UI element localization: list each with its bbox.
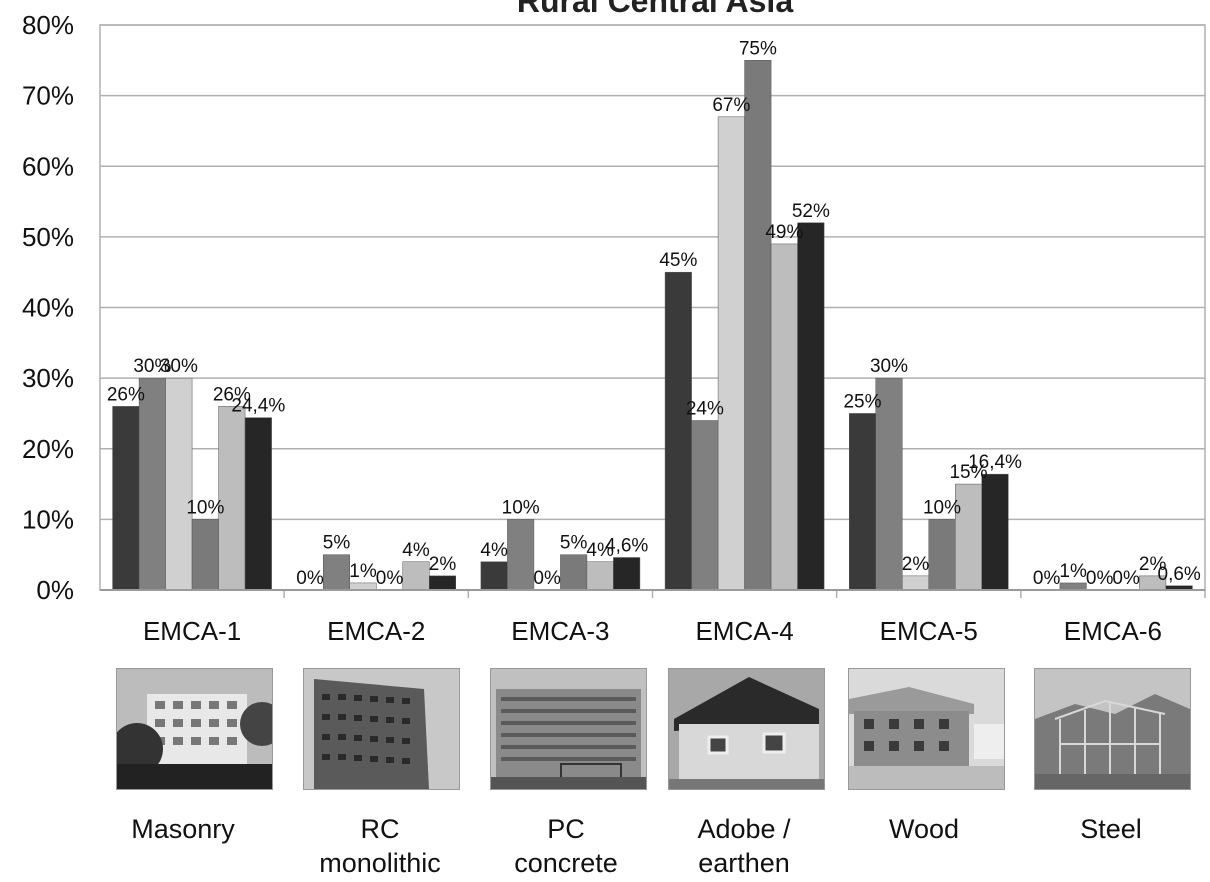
data-label: 0% bbox=[1086, 568, 1114, 589]
data-label: 24% bbox=[686, 399, 724, 420]
y-tick-label: 50% bbox=[22, 222, 74, 252]
bar bbox=[691, 420, 719, 591]
data-label: 0,6% bbox=[1158, 564, 1201, 585]
data-label: 5% bbox=[323, 533, 351, 554]
y-tick-label: 80% bbox=[22, 10, 74, 40]
bar-layer bbox=[112, 60, 1193, 591]
data-label: 67% bbox=[712, 95, 750, 116]
rc-monolithic-building-photo-icon bbox=[303, 668, 460, 790]
data-label: 30% bbox=[133, 356, 171, 377]
y-tick-label: 0% bbox=[36, 575, 74, 605]
x-tick-label: EMCA-2 bbox=[327, 616, 425, 646]
data-label: 10% bbox=[502, 497, 540, 518]
data-label: 2% bbox=[902, 554, 930, 575]
data-label: 30% bbox=[160, 356, 198, 377]
x-tick-label: EMCA-6 bbox=[1064, 616, 1162, 646]
y-tick-label: 10% bbox=[22, 504, 74, 534]
x-tick-label: EMCA-1 bbox=[143, 616, 241, 646]
data-label: 15% bbox=[949, 462, 987, 483]
building-type-label: RC monolithic bbox=[319, 814, 441, 878]
data-label: 5% bbox=[560, 533, 588, 554]
data-label: 24,4% bbox=[231, 396, 285, 417]
bar bbox=[480, 561, 508, 591]
building-type-label: Wood bbox=[888, 814, 960, 844]
wood-house-photo-icon bbox=[848, 668, 1005, 790]
data-label: 0% bbox=[376, 568, 404, 589]
data-label: 10% bbox=[923, 497, 961, 518]
chart-title: Rural Central Asia bbox=[517, 0, 793, 19]
data-label: 30% bbox=[870, 356, 908, 377]
y-tick-label: 40% bbox=[22, 293, 74, 323]
building-type-label: PC concrete bbox=[514, 814, 618, 878]
data-label: 2% bbox=[1139, 554, 1167, 575]
building-type-label: Steel bbox=[1080, 814, 1142, 844]
axis-layer: 0% 10% 20% 30% 40% 50% 60% 70% 80% EMCA-1 EMCA-2 EM… bbox=[22, 10, 1206, 646]
pc-concrete-building-photo-icon bbox=[490, 668, 647, 790]
bar bbox=[613, 557, 641, 591]
data-label: 52% bbox=[792, 201, 830, 222]
bar bbox=[928, 519, 956, 591]
bar bbox=[138, 377, 166, 591]
x-tick-label: EMCA-5 bbox=[880, 616, 978, 646]
data-label: 16,4% bbox=[968, 452, 1022, 473]
data-label: 45% bbox=[659, 250, 697, 271]
bar bbox=[165, 377, 193, 591]
bar bbox=[191, 519, 219, 591]
data-label: 1% bbox=[349, 561, 377, 582]
data-label: 75% bbox=[739, 38, 777, 59]
data-label: 4% bbox=[586, 540, 614, 561]
data-label: 1% bbox=[1059, 561, 1087, 582]
bar bbox=[323, 554, 350, 591]
bar bbox=[875, 377, 903, 591]
data-label: 4% bbox=[480, 540, 508, 561]
bar bbox=[429, 575, 456, 591]
data-label: 25% bbox=[843, 391, 881, 412]
data-label: 26% bbox=[107, 384, 145, 405]
bar bbox=[1059, 582, 1087, 591]
bar bbox=[507, 519, 535, 591]
y-tick-label: 20% bbox=[22, 434, 74, 464]
bar bbox=[902, 575, 929, 591]
data-label: 2% bbox=[429, 554, 457, 575]
bar bbox=[586, 561, 614, 591]
data-label: 0% bbox=[533, 568, 561, 589]
bar bbox=[244, 417, 272, 591]
bar bbox=[664, 271, 692, 591]
bar bbox=[955, 483, 982, 591]
bar bbox=[349, 582, 377, 591]
data-label: 49% bbox=[765, 222, 803, 243]
steel-frame-photo-icon bbox=[1034, 668, 1191, 790]
adobe-house-photo-icon bbox=[668, 668, 825, 790]
bar bbox=[981, 473, 1009, 591]
building-type-label: Adobe / earthen bbox=[697, 814, 791, 878]
bar bbox=[402, 561, 430, 591]
bar bbox=[112, 406, 140, 591]
y-tick-label: 60% bbox=[22, 151, 74, 181]
y-tick-label: 70% bbox=[22, 81, 74, 111]
bar-chart: Rural Central Asia 26%30%30%10%26%24,4%0… bbox=[22, 0, 1206, 646]
bar bbox=[770, 243, 798, 591]
data-label: 0% bbox=[1112, 568, 1140, 589]
x-tick-label: EMCA-3 bbox=[511, 616, 609, 646]
data-label: 10% bbox=[186, 497, 224, 518]
data-label: 4,6% bbox=[605, 536, 648, 557]
data-label: 4% bbox=[402, 540, 430, 561]
masonry-building-photo-icon bbox=[116, 668, 273, 790]
bar bbox=[717, 116, 745, 591]
building-type-label: Masonry bbox=[131, 814, 235, 844]
bar bbox=[744, 60, 772, 591]
data-label: 0% bbox=[296, 568, 324, 589]
bar bbox=[560, 554, 588, 591]
data-label: 26% bbox=[213, 384, 251, 405]
y-tick-label: 30% bbox=[22, 363, 74, 393]
bar bbox=[797, 222, 825, 591]
label-layer: 26%30%30%10%26%24,4%0%5%1% 0%4%2%4%10%0%5… bbox=[107, 38, 1201, 589]
bar bbox=[849, 413, 876, 591]
data-label: 0% bbox=[1033, 568, 1061, 589]
x-tick-label: EMCA-4 bbox=[695, 616, 793, 646]
